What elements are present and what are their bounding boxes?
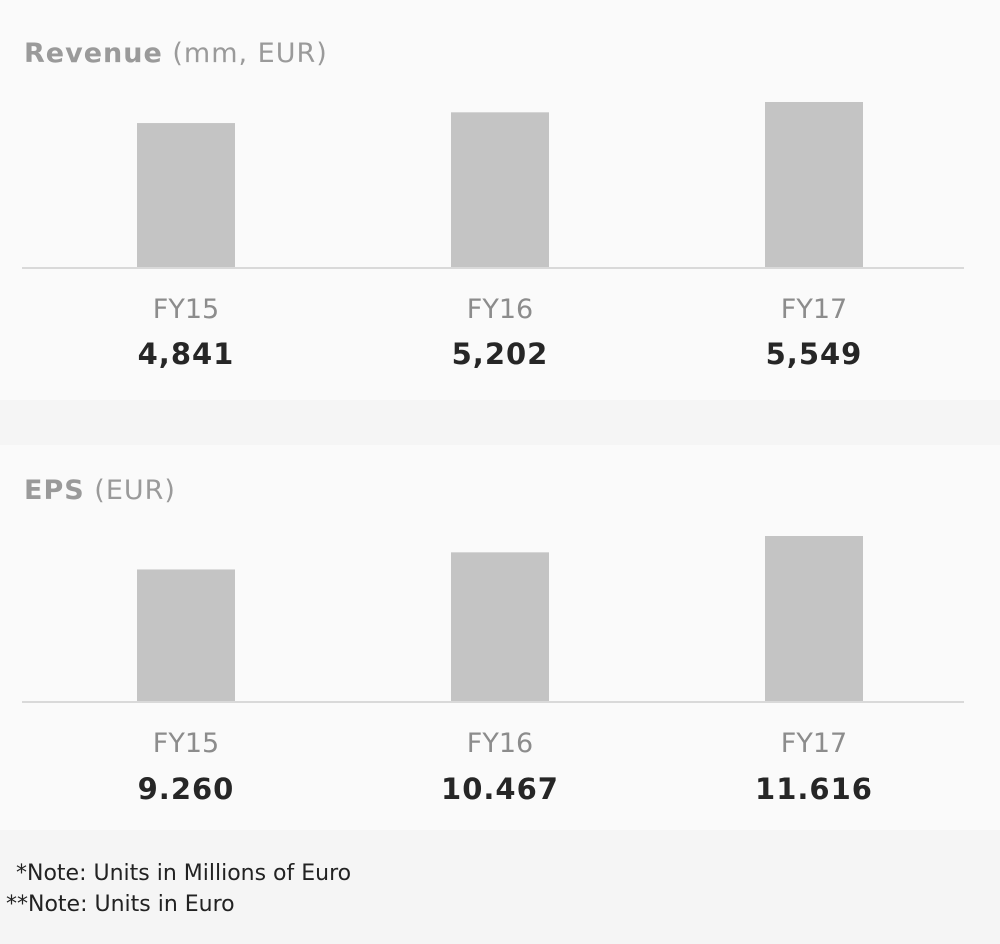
revenue-value-label: 5,549	[766, 337, 863, 371]
eps-bar-fy15	[137, 569, 235, 701]
revenue-title-unit: (mm, EUR)	[172, 38, 328, 69]
revenue-category-label: FY17	[781, 294, 847, 325]
revenue-chart-panel: Revenue (mm, EUR) FY15 4,841 FY16 5,202 FY17…	[0, 0, 1000, 400]
revenue-value-label: 5,202	[452, 337, 549, 371]
eps-title-main: EPS	[24, 475, 85, 506]
footnote-units-millions: *Note: Units in Millions of Euro	[16, 861, 352, 886]
eps-value-label: 9.260	[138, 772, 235, 806]
revenue-bar-chart: FY15 4,841 FY16 5,202 FY17 5,549	[22, 102, 964, 371]
eps-category-label: FY15	[153, 728, 219, 759]
revenue-bar-fy15	[137, 123, 235, 267]
eps-chart-title: EPS (EUR)	[24, 475, 176, 506]
eps-title-unit: (EUR)	[94, 475, 176, 506]
eps-category-label: FY16	[467, 728, 533, 759]
eps-bar-chart: FY15 9.260 FY16 10.467 FY17 11.616	[22, 536, 964, 806]
eps-value-label: 10.467	[441, 772, 559, 806]
revenue-value-label: 4,841	[138, 337, 235, 371]
revenue-category-label: FY15	[153, 294, 219, 325]
revenue-bar-fy16	[451, 112, 549, 267]
eps-category-label: FY17	[781, 728, 847, 759]
eps-value-label: 11.616	[755, 772, 873, 806]
footnotes: *Note: Units in Millions of Euro **Note:…	[0, 858, 351, 920]
eps-bar-fy17	[765, 536, 863, 701]
revenue-bar-fy17	[765, 102, 863, 267]
revenue-title-main: Revenue	[24, 38, 163, 69]
eps-chart-panel: EPS (EUR) FY15 9.260 FY16 10.467 FY17 11.616	[0, 445, 1000, 830]
footnote-units-euro: **Note: Units in Euro	[6, 892, 235, 917]
eps-bar-fy16	[451, 552, 549, 701]
revenue-chart-title: Revenue (mm, EUR)	[24, 38, 328, 69]
revenue-category-label: FY16	[467, 294, 533, 325]
